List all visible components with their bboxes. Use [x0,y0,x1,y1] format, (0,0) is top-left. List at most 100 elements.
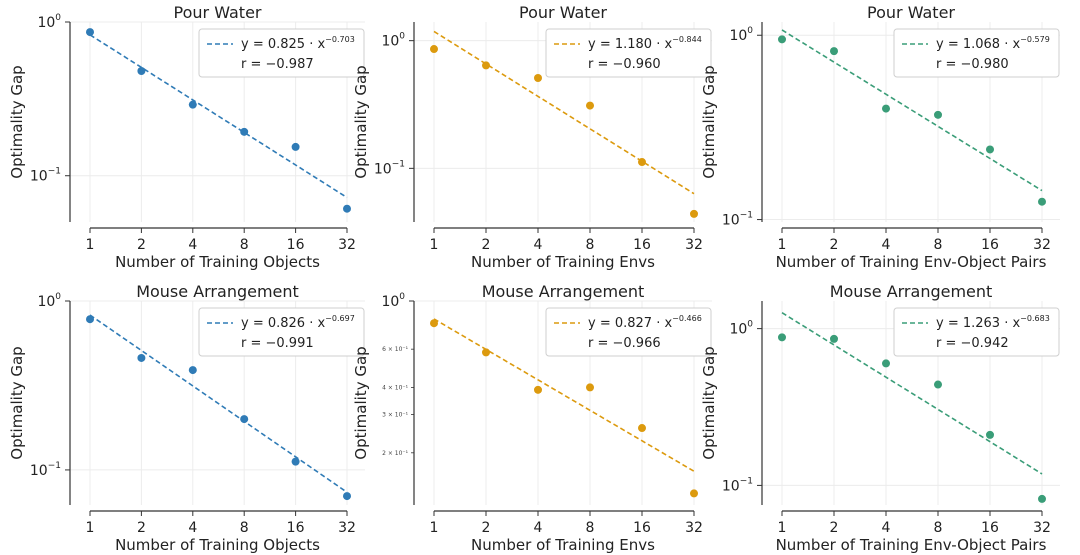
x-tick-label: 1 [430,520,439,536]
legend-equation: y = 0.826 · x−0.697 [241,314,355,331]
legend-box [893,28,1060,78]
x-tick-label: 8 [586,520,595,536]
data-point [690,489,698,498]
x-tick-label: 16 [981,520,999,536]
y-tick-exponent: 0 [747,26,753,36]
x-tick-label: 1 [86,520,95,536]
fit-line [781,29,1043,192]
y-tick-base: 10 [381,294,399,310]
legend-equation-exponent: −0.683 [1020,314,1050,323]
x-tick-label: 1 [778,237,787,253]
legend: y = 1.180 · x−0.844 r = −0.960 [545,28,712,78]
legend-correlation: r = −0.960 [588,57,661,72]
x-tick-label: 4 [882,237,891,253]
y-tick-base: 10 [374,161,392,177]
y-tick-exponent: 0 [399,292,405,302]
legend-box [198,307,365,357]
y-tick-base: 10 [37,294,55,310]
chart-title: Mouse Arrangement [830,282,993,301]
x-axis-label: Number of Training Envs [471,536,655,554]
y-tick-base: 10 [729,28,747,44]
legend: y = 1.068 · x−0.579 r = −0.980 [893,28,1060,78]
y-tick-exponent: −1 [740,211,753,221]
x-tick-label: 16 [287,520,305,536]
x-tick-label: 4 [188,520,197,536]
y-tick-exponent: −1 [740,476,753,486]
x-tick-label: 4 [188,237,197,253]
x-tick-label: 8 [240,520,249,536]
legend-equation: y = 1.180 · x−0.844 [588,35,702,52]
data-point [638,424,646,433]
legend-equation-exponent: −0.466 [672,314,702,323]
y-tick-exponent: −1 [48,167,61,177]
y-tick-label: 100 [37,292,61,310]
data-point [137,353,146,362]
x-tick-label: 16 [287,237,305,253]
data-point [534,73,542,82]
y-tick-label: 10−1 [30,461,61,479]
chart-title: Pour Water [867,3,955,22]
y-tick-base: 10 [381,34,399,50]
x-tick-label: 1 [86,237,95,253]
x-axis-label: Number of Training Env-Object Pairs [776,536,1047,554]
fit-line [781,312,1043,475]
x-tick-label: 2 [137,237,146,253]
y-tick-base: 10 [722,213,740,229]
data-point [934,110,942,119]
y-tick-label: 100 [37,13,61,31]
x-tick-label: 4 [882,520,891,536]
y-tick-base: 10 [30,169,48,185]
data-point [586,101,594,110]
x-tick-label: 32 [1033,520,1051,536]
y-tick-base: 10 [30,463,48,479]
data-point [1038,197,1046,206]
data-point [430,319,438,328]
legend-equation-exponent: −0.579 [1020,35,1050,44]
legend-equation-main: y = 0.826 · x [241,316,325,331]
x-tick-label: 32 [338,520,356,536]
x-tick-label: 8 [586,237,595,253]
legend-correlation: r = −0.987 [241,57,314,72]
y-minor-tick-label: 6 × 10⁻¹ [382,346,408,353]
data-point [240,127,249,136]
data-point [86,315,94,324]
data-point [343,204,351,213]
legend-box [198,28,365,78]
y-minor-tick-label: 4 × 10⁻¹ [382,384,408,391]
fit-line [89,314,348,493]
legend: y = 0.827 · x−0.466 r = −0.966 [545,307,712,357]
y-tick-exponent: 0 [747,320,753,330]
data-point [830,334,838,343]
data-point [778,333,786,342]
chart-title: Mouse Arrangement [482,282,645,301]
data-point [882,359,890,368]
legend-box [545,307,712,357]
x-tick-label: 8 [240,237,249,253]
y-minor-tick-label: 2 × 10⁻¹ [382,450,408,457]
legend-correlation: r = −0.980 [936,57,1009,72]
x-axis-label: Number of Training Env-Object Pairs [776,253,1047,271]
chart-title: Mouse Arrangement [136,282,299,301]
x-tick-label: 2 [830,520,839,536]
legend-correlation: r = −0.966 [588,336,661,351]
y-tick-exponent: −1 [48,461,61,471]
y-tick-exponent: 0 [399,32,405,42]
x-tick-label: 4 [534,520,543,536]
data-point [934,380,942,389]
data-point [986,145,994,154]
y-tick-exponent: −1 [392,159,405,169]
y-tick-label: 10−1 [722,476,753,494]
data-point [482,61,490,70]
data-point [534,385,542,394]
data-point [430,45,438,54]
y-axis-label: Optimality Gap [8,65,26,178]
legend-equation-main: y = 0.827 · x [588,316,672,331]
legend-equation: y = 1.068 · x−0.579 [936,35,1050,52]
y-axis-label: Optimality Gap [8,346,26,459]
legend-equation-main: y = 1.263 · x [936,316,1020,331]
y-tick-label: 100 [381,32,405,50]
data-point [188,366,197,375]
